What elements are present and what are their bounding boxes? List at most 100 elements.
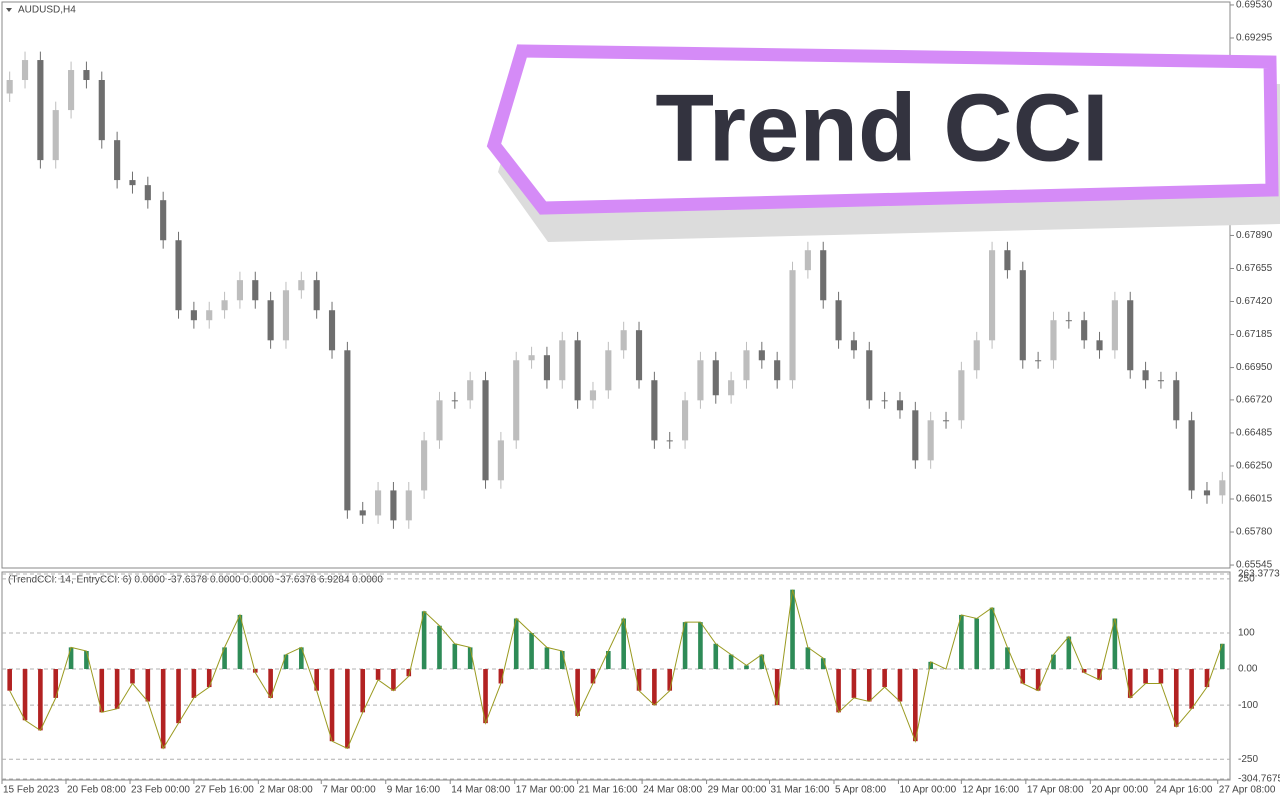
- candle-body: [620, 330, 627, 351]
- candle-body: [98, 80, 105, 141]
- x-tick-label: 9 Mar 16:00: [387, 785, 441, 796]
- x-tick-label: 10 Apr 00:00: [899, 785, 956, 796]
- candle-body: [421, 440, 428, 491]
- cci-bar: [774, 669, 780, 706]
- candle-body: [758, 350, 765, 361]
- y-tick-label: -100: [1238, 700, 1258, 711]
- cci-bar: [544, 647, 550, 670]
- cci-bar: [391, 669, 396, 691]
- candle-body: [175, 240, 182, 311]
- candle-body: [282, 290, 290, 341]
- candle-body: [21, 60, 29, 81]
- y-tick-label: 250: [1238, 573, 1255, 584]
- cci-bar: [790, 589, 795, 670]
- candle-body: [942, 420, 950, 422]
- x-tick-label: 17 Apr 08:00: [1027, 785, 1084, 796]
- cci-bar: [222, 647, 227, 670]
- candle-body: [252, 280, 259, 301]
- candle-body: [820, 250, 827, 301]
- cci-bar: [53, 669, 59, 698]
- candle-body: [160, 200, 167, 241]
- candle-body: [973, 340, 980, 371]
- candle-body: [528, 355, 535, 361]
- menu-arrow: [6, 8, 12, 12]
- candle-body: [6, 80, 13, 94]
- banner-frame: [486, 44, 1279, 215]
- candle-body: [221, 300, 228, 311]
- candle-body: [881, 400, 888, 402]
- cci-bar: [959, 614, 964, 670]
- cci-bar: [559, 650, 565, 670]
- candle-body: [129, 180, 136, 186]
- candle-body: [375, 490, 382, 516]
- y-tick-label: 0.65780: [1236, 527, 1273, 538]
- candle-body: [866, 350, 873, 401]
- x-tick-label: 5 Apr 08:00: [835, 785, 887, 796]
- cci-bar: [652, 669, 657, 706]
- candle-body: [743, 350, 750, 381]
- cci-bar: [728, 654, 734, 670]
- cci-bar: [38, 669, 43, 731]
- y-tick-label: 0.66015: [1236, 494, 1273, 505]
- candle-body: [451, 400, 458, 402]
- symbol-label: AUDUSD,H4: [18, 5, 76, 16]
- cci-bar: [928, 661, 933, 670]
- cci-bar: [114, 669, 120, 709]
- candle-body: [850, 340, 857, 351]
- candle-body: [1050, 320, 1057, 361]
- cci-bar: [22, 669, 28, 721]
- cci-bar: [7, 669, 12, 691]
- y-tick-label: 0.67185: [1236, 329, 1273, 340]
- x-tick-label: 15 Feb 2023: [3, 785, 60, 796]
- cci-bar: [145, 669, 151, 702]
- candle-body: [190, 310, 197, 321]
- candle-body: [206, 310, 213, 321]
- cci-bar: [130, 669, 135, 684]
- cci-bar: [606, 650, 611, 670]
- cci-bar: [1127, 669, 1133, 698]
- cci-bar: [836, 669, 841, 713]
- cci-bar: [851, 669, 857, 698]
- cci-bar: [1220, 643, 1225, 670]
- cci-bar: [1143, 669, 1148, 684]
- cci-bar: [191, 669, 197, 698]
- cci-bar: [1158, 669, 1164, 684]
- candle-body: [390, 490, 397, 521]
- y-tick-label: 0.69295: [1236, 33, 1273, 44]
- cci-bar: [667, 669, 673, 691]
- x-tick-label: 21 Mar 16:00: [579, 785, 638, 796]
- cci-bar: [1097, 669, 1102, 680]
- x-tick-label: 20 Apr 00:00: [1091, 785, 1148, 796]
- cci-bar: [84, 650, 89, 670]
- candle-body: [1019, 270, 1026, 361]
- x-tick-label: 20 Feb 08:00: [67, 785, 126, 796]
- candle-body: [68, 70, 75, 111]
- candle-body: [359, 510, 366, 516]
- cci-bar: [483, 669, 488, 724]
- cci-bar: [498, 669, 504, 684]
- cci-bar: [866, 669, 872, 702]
- cci-bar: [206, 669, 212, 688]
- candle-body: [574, 340, 581, 401]
- cci-bar: [1081, 669, 1087, 673]
- candle-body: [804, 250, 811, 271]
- candle-body: [605, 350, 612, 391]
- x-tick-label: 24 Apr 16:00: [1156, 785, 1213, 796]
- cci-bar: [1173, 669, 1179, 727]
- candle-body: [1219, 480, 1226, 496]
- candle-body: [114, 140, 121, 181]
- cci-bar: [467, 647, 473, 670]
- candle-body: [712, 360, 719, 396]
- banner: Trend CCI: [486, 44, 1280, 242]
- x-tick-label: 27 Apr 08:00: [1219, 785, 1276, 796]
- candle-body: [989, 250, 996, 341]
- y-tick-label: 0.67420: [1236, 296, 1273, 307]
- cci-bar: [529, 632, 534, 670]
- x-tick-label: 17 Mar 00:00: [516, 785, 575, 796]
- cci-bar: [176, 669, 181, 724]
- candle-body: [436, 400, 443, 441]
- cci-line: [9, 589, 1223, 750]
- y-tick-label: 0.66950: [1236, 362, 1273, 373]
- candle-body: [52, 110, 59, 161]
- x-tick-label: 12 Apr 16:00: [962, 785, 1019, 796]
